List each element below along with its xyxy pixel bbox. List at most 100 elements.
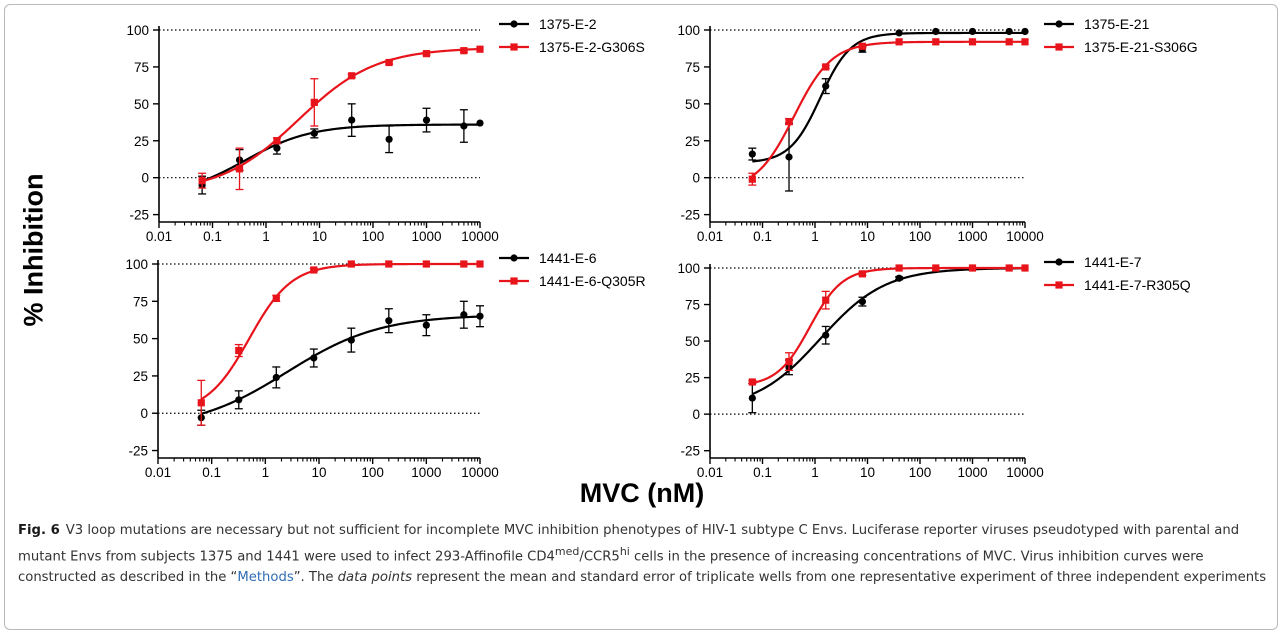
data-point-square <box>1021 38 1029 46</box>
data-point-square <box>748 378 756 386</box>
caption-sup-1: med <box>554 545 580 558</box>
legend-label: 1441-E-6-Q305R <box>539 273 646 289</box>
data-point-circle <box>1005 27 1013 36</box>
y-tick-label: 0 <box>140 406 148 421</box>
y-tick-label: 75 <box>685 298 700 313</box>
chart-panel-4: 0.01 0.1 1 10 100 1000 10000 -25 0 25 50 75 100 1441-… <box>677 254 1190 480</box>
fit-curve-circle <box>752 31 1025 163</box>
legend-label: 1441-E-7 <box>1084 254 1142 270</box>
data-point-square <box>968 38 977 46</box>
data-point-circle <box>748 150 756 158</box>
legend-marker-square <box>1055 281 1063 289</box>
data-point-square <box>235 165 244 173</box>
x-tick-label: 100 <box>361 465 384 480</box>
data-point-square <box>858 270 867 278</box>
x-tick-label: 1000 <box>957 229 987 244</box>
x-tick-label: 10000 <box>461 229 499 244</box>
data-point-square <box>858 42 867 50</box>
data-point-circle <box>968 27 977 36</box>
fit-curve-square <box>201 47 481 183</box>
legend-label: 1375-E-21-S306G <box>1084 39 1198 55</box>
y-tick-label: 50 <box>134 97 149 112</box>
y-tick-label: 75 <box>133 294 148 309</box>
y-tick-label: 100 <box>126 23 149 38</box>
caption-text-1: V3 loop mutations are necessary but not … <box>18 523 1240 565</box>
data-point-square <box>422 260 430 268</box>
y-tick-label: 25 <box>685 371 700 386</box>
y-tick-label: 50 <box>685 334 700 349</box>
legend-label: 1375-E-2-G306S <box>539 39 645 55</box>
x-tick-label: 0.01 <box>145 465 171 480</box>
data-point-square <box>932 38 940 46</box>
y-tick-label: 75 <box>685 60 700 75</box>
legend-label: 1375-E-21 <box>1084 16 1150 32</box>
y-tick-label: 25 <box>685 134 700 149</box>
legend-marker-square <box>510 277 518 285</box>
data-point-square <box>347 260 355 268</box>
x-tick-label: 0.01 <box>697 465 723 480</box>
y-tick-label: -25 <box>680 444 700 459</box>
fit-curve-circle <box>200 315 481 415</box>
data-point-square <box>198 177 206 185</box>
legend-label: 1441-E-7-R305Q <box>1084 277 1191 293</box>
x-tick-label: 1 <box>262 465 270 480</box>
chart-panel-1: 0.01 0.1 1 10 100 1000 10000 -25 0 25 50 75 100 1375-… <box>126 16 644 244</box>
data-point-circle <box>272 373 280 382</box>
data-point-square <box>422 50 431 58</box>
x-axis-label: MVC (nM) <box>579 478 705 508</box>
data-point-square <box>932 264 940 272</box>
data-point-circle <box>785 153 793 161</box>
caption-italic: data points <box>337 570 413 586</box>
data-point-circle <box>1021 27 1029 36</box>
data-point-circle <box>460 311 468 319</box>
data-point-square <box>385 58 393 67</box>
x-tick-label: 10000 <box>1006 229 1044 244</box>
caption-text-2: /CCR5 <box>579 549 620 565</box>
legend-marker-square <box>510 43 518 51</box>
chart-panel-3: 0.01 0.1 1 10 100 1000 10000 -25 0 25 50 75 100 1441-… <box>125 250 645 480</box>
data-point-square <box>785 117 793 126</box>
data-point-circle <box>932 27 940 36</box>
x-tick-label: 10 <box>860 229 875 244</box>
data-point-square <box>197 399 205 407</box>
x-tick-label: 10000 <box>1006 465 1044 480</box>
data-point-square <box>348 72 356 80</box>
data-point-square <box>273 137 281 145</box>
x-tick-label: 100 <box>362 229 385 244</box>
fit-curve-square <box>200 262 480 401</box>
x-tick-label: 10000 <box>461 465 499 480</box>
x-tick-label: 10 <box>311 465 326 480</box>
data-point-circle <box>310 354 318 362</box>
y-tick-label: 25 <box>133 369 148 384</box>
data-point-circle <box>348 116 356 124</box>
x-tick-label: 1000 <box>411 465 441 480</box>
legend-marker-circle <box>1055 258 1063 266</box>
methods-link[interactable]: Methods <box>237 570 294 586</box>
x-tick-label: 1 <box>262 229 270 244</box>
data-point-square <box>476 260 484 268</box>
y-tick-label: 0 <box>141 171 149 186</box>
caption-text-4: ”. The <box>293 570 338 586</box>
y-tick-label: 50 <box>133 332 148 347</box>
data-point-circle <box>822 82 830 90</box>
x-tick-label: 0.1 <box>202 465 221 480</box>
data-point-square <box>895 38 903 46</box>
data-point-circle <box>895 274 903 282</box>
x-tick-label: 1000 <box>957 465 987 480</box>
data-point-square <box>272 294 280 302</box>
data-point-square <box>895 264 903 272</box>
y-tick-label: 0 <box>692 407 700 422</box>
data-point-circle <box>385 135 393 143</box>
data-point-circle <box>460 122 468 130</box>
x-tick-label: 10 <box>312 229 327 244</box>
chart-panel-2: 0.01 0.1 1 10 100 1000 10000 -25 0 25 50 75 100 1375-… <box>677 16 1197 244</box>
y-axis-label-text: % Inhibition <box>18 173 49 327</box>
fit-curve-circle <box>751 267 1026 396</box>
data-point-square <box>968 264 977 272</box>
legend-marker-circle <box>510 254 518 262</box>
data-point-circle <box>748 394 756 402</box>
y-tick-label: 100 <box>677 261 700 276</box>
y-tick-label: -25 <box>680 208 700 223</box>
legend-marker-circle <box>510 20 518 28</box>
data-point-circle <box>273 144 281 152</box>
